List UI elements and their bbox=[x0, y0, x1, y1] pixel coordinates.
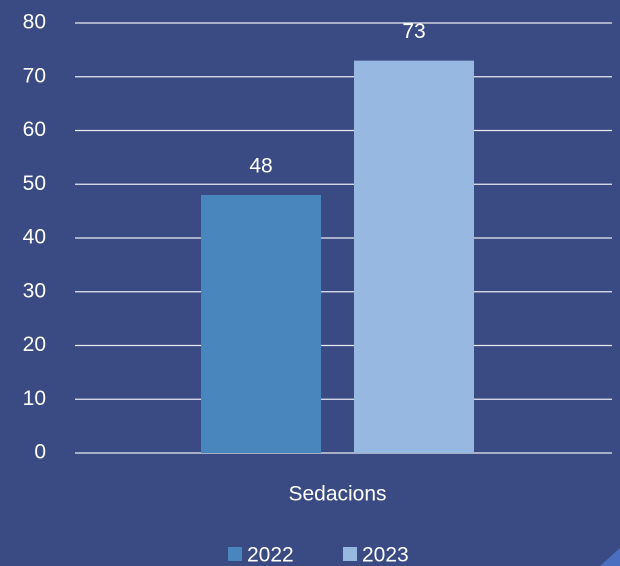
legend-swatch bbox=[228, 547, 242, 561]
bar bbox=[354, 60, 474, 453]
y-tick-label: 30 bbox=[23, 279, 46, 302]
y-tick-label: 20 bbox=[23, 333, 46, 356]
legend-swatch bbox=[343, 547, 357, 561]
y-tick-label: 40 bbox=[23, 226, 46, 249]
y-tick-label: 60 bbox=[23, 118, 46, 141]
y-tick-label: 50 bbox=[23, 172, 46, 195]
legend-label: 2023 bbox=[362, 544, 409, 566]
x-tick-label: Sedacions bbox=[288, 483, 386, 506]
bar bbox=[201, 195, 321, 453]
y-tick-label: 10 bbox=[23, 387, 46, 410]
data-label: 48 bbox=[249, 155, 272, 178]
y-tick-label: 80 bbox=[23, 11, 46, 34]
data-label: 73 bbox=[402, 20, 425, 43]
legend-label: 2022 bbox=[247, 544, 294, 566]
corner-decoration bbox=[600, 548, 620, 566]
y-tick-label: 70 bbox=[23, 64, 46, 87]
y-tick-label: 0 bbox=[34, 441, 46, 464]
